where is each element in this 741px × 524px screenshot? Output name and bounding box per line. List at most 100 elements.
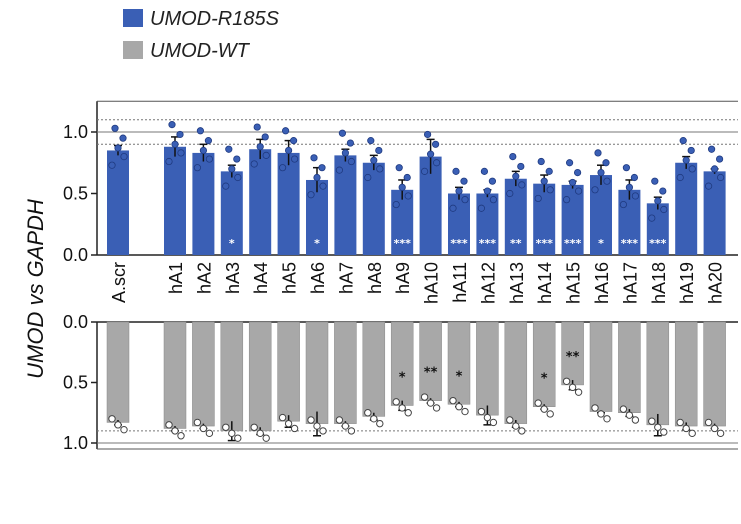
bottom-y-tick-label: 0.0 xyxy=(63,312,88,332)
bar-r185s-hA10 xyxy=(419,156,442,255)
data-point-wt xyxy=(603,415,611,423)
data-point-wt xyxy=(710,424,719,433)
data-point-r185s xyxy=(114,144,122,152)
bar-wt-hA9 xyxy=(390,321,414,406)
bar-wt-hA4 xyxy=(248,321,272,432)
category-label-hA11: hA11 xyxy=(450,262,470,303)
category-label-hA15: hA15 xyxy=(564,262,584,304)
top-panel-r185s: 0.00.51.0* * *** *** *** ** *** *** * *** *** xyxy=(63,100,738,265)
category-label-hA19: hA19 xyxy=(677,262,697,304)
data-point-r185s xyxy=(660,205,668,214)
data-point-r185s xyxy=(631,192,640,200)
data-point-r185s xyxy=(313,173,321,182)
bar-r185s-hA8 xyxy=(362,162,385,255)
data-point-r185s xyxy=(256,143,264,151)
data-point-r185s xyxy=(460,177,468,185)
significance-wt: ** xyxy=(424,366,438,381)
data-point-wt xyxy=(313,422,321,430)
data-point-wt xyxy=(177,432,185,440)
data-point-wt xyxy=(477,407,486,416)
data-point-r185s xyxy=(506,189,514,198)
bar-r185s-hA7 xyxy=(334,155,357,255)
data-point-r185s xyxy=(573,168,582,177)
data-point-wt xyxy=(347,427,356,435)
bar-wt-hA18 xyxy=(646,321,670,426)
data-point-r185s xyxy=(176,130,184,139)
significance-r185s: *** xyxy=(649,237,667,250)
data-point-r185s xyxy=(483,187,491,195)
bar-wt-hA6 xyxy=(305,321,329,424)
data-point-wt xyxy=(278,413,287,422)
data-point-wt xyxy=(676,418,684,427)
bottom-y-tick-label: 1.0 xyxy=(63,433,88,453)
data-point-r185s xyxy=(597,168,605,177)
data-point-wt xyxy=(364,409,372,417)
category-label-hA12: hA12 xyxy=(478,262,498,304)
data-point-r185s xyxy=(455,187,463,195)
data-point-wt xyxy=(120,425,128,434)
bar-r185s-hA20 xyxy=(703,171,726,255)
data-point-wt xyxy=(205,429,214,438)
data-point-r185s xyxy=(261,133,269,141)
data-point-r185s xyxy=(338,129,346,137)
data-point-wt xyxy=(171,427,179,435)
data-point-r185s xyxy=(512,172,520,180)
data-point-wt xyxy=(540,405,548,413)
data-point-wt xyxy=(398,404,406,412)
data-point-r185s xyxy=(278,164,287,172)
data-point-wt xyxy=(392,398,400,406)
significance-r185s: * xyxy=(314,237,320,250)
significance-r185s: *** xyxy=(450,237,468,250)
data-point-r185s xyxy=(534,194,542,203)
data-point-r185s xyxy=(375,146,383,155)
data-point-r185s xyxy=(177,149,185,157)
data-point-r185s xyxy=(710,165,719,173)
data-point-wt xyxy=(370,415,378,423)
data-point-r185s xyxy=(546,186,554,194)
data-point-r185s xyxy=(602,159,610,167)
data-point-wt xyxy=(654,423,662,431)
significance-r185s: * xyxy=(598,237,604,250)
data-point-r185s xyxy=(545,167,553,175)
significance-r185s: ** xyxy=(510,237,522,250)
bar-wt-hA1 xyxy=(163,321,187,429)
data-point-wt xyxy=(688,429,696,438)
category-label-hA6: hA6 xyxy=(308,262,328,294)
data-point-wt xyxy=(591,404,599,412)
data-point-r185s xyxy=(199,146,207,155)
top-y-tick-label: 0.5 xyxy=(63,184,88,204)
data-point-r185s xyxy=(562,196,571,204)
data-point-wt xyxy=(228,429,236,438)
significance-r185s: *** xyxy=(536,237,554,250)
data-point-r185s xyxy=(228,165,236,173)
data-point-r185s xyxy=(489,196,497,204)
data-point-r185s xyxy=(193,164,201,172)
data-point-wt xyxy=(114,421,122,429)
category-label-hA1: hA1 xyxy=(166,262,186,294)
data-point-r185s xyxy=(594,149,602,157)
category-labels: A.scr hA1 hA2 hA3 hA4 hA5 hA6 hA7 hA8 hA9 hA10 hA11… xyxy=(109,262,726,304)
data-point-wt xyxy=(404,409,412,417)
data-point-wt xyxy=(704,418,713,427)
data-point-r185s xyxy=(591,186,599,194)
bar-wt-hA5 xyxy=(277,321,300,422)
data-point-r185s xyxy=(715,155,724,163)
data-point-wt xyxy=(534,399,542,407)
data-point-r185s xyxy=(253,123,261,131)
bar-wt-A.scr xyxy=(106,321,130,423)
bar-wt-hA7 xyxy=(334,321,357,424)
significance-r185s: * xyxy=(229,237,235,250)
bar-wt-hA10 xyxy=(419,321,442,401)
data-point-wt xyxy=(262,434,270,442)
bar-wt-hA8 xyxy=(362,321,386,417)
data-point-wt xyxy=(562,377,571,385)
data-point-r185s xyxy=(376,165,384,173)
data-point-wt xyxy=(256,429,264,438)
data-point-wt xyxy=(461,407,469,416)
data-point-r185s xyxy=(619,200,628,209)
category-label-hA7: hA7 xyxy=(336,262,356,294)
data-point-wt xyxy=(335,416,344,424)
data-point-r185s xyxy=(281,127,290,135)
bar-wt-hA17 xyxy=(618,321,641,413)
